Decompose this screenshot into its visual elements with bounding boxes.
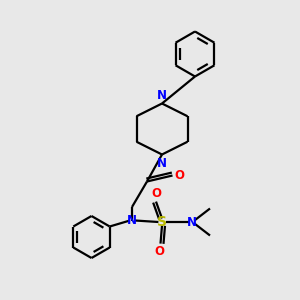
- Text: N: N: [157, 157, 167, 170]
- Text: O: O: [154, 245, 164, 258]
- Text: O: O: [174, 169, 184, 182]
- Text: S: S: [157, 215, 167, 229]
- Text: O: O: [151, 187, 161, 200]
- Text: N: N: [187, 215, 197, 229]
- Text: N: N: [127, 214, 137, 227]
- Text: N: N: [157, 89, 167, 102]
